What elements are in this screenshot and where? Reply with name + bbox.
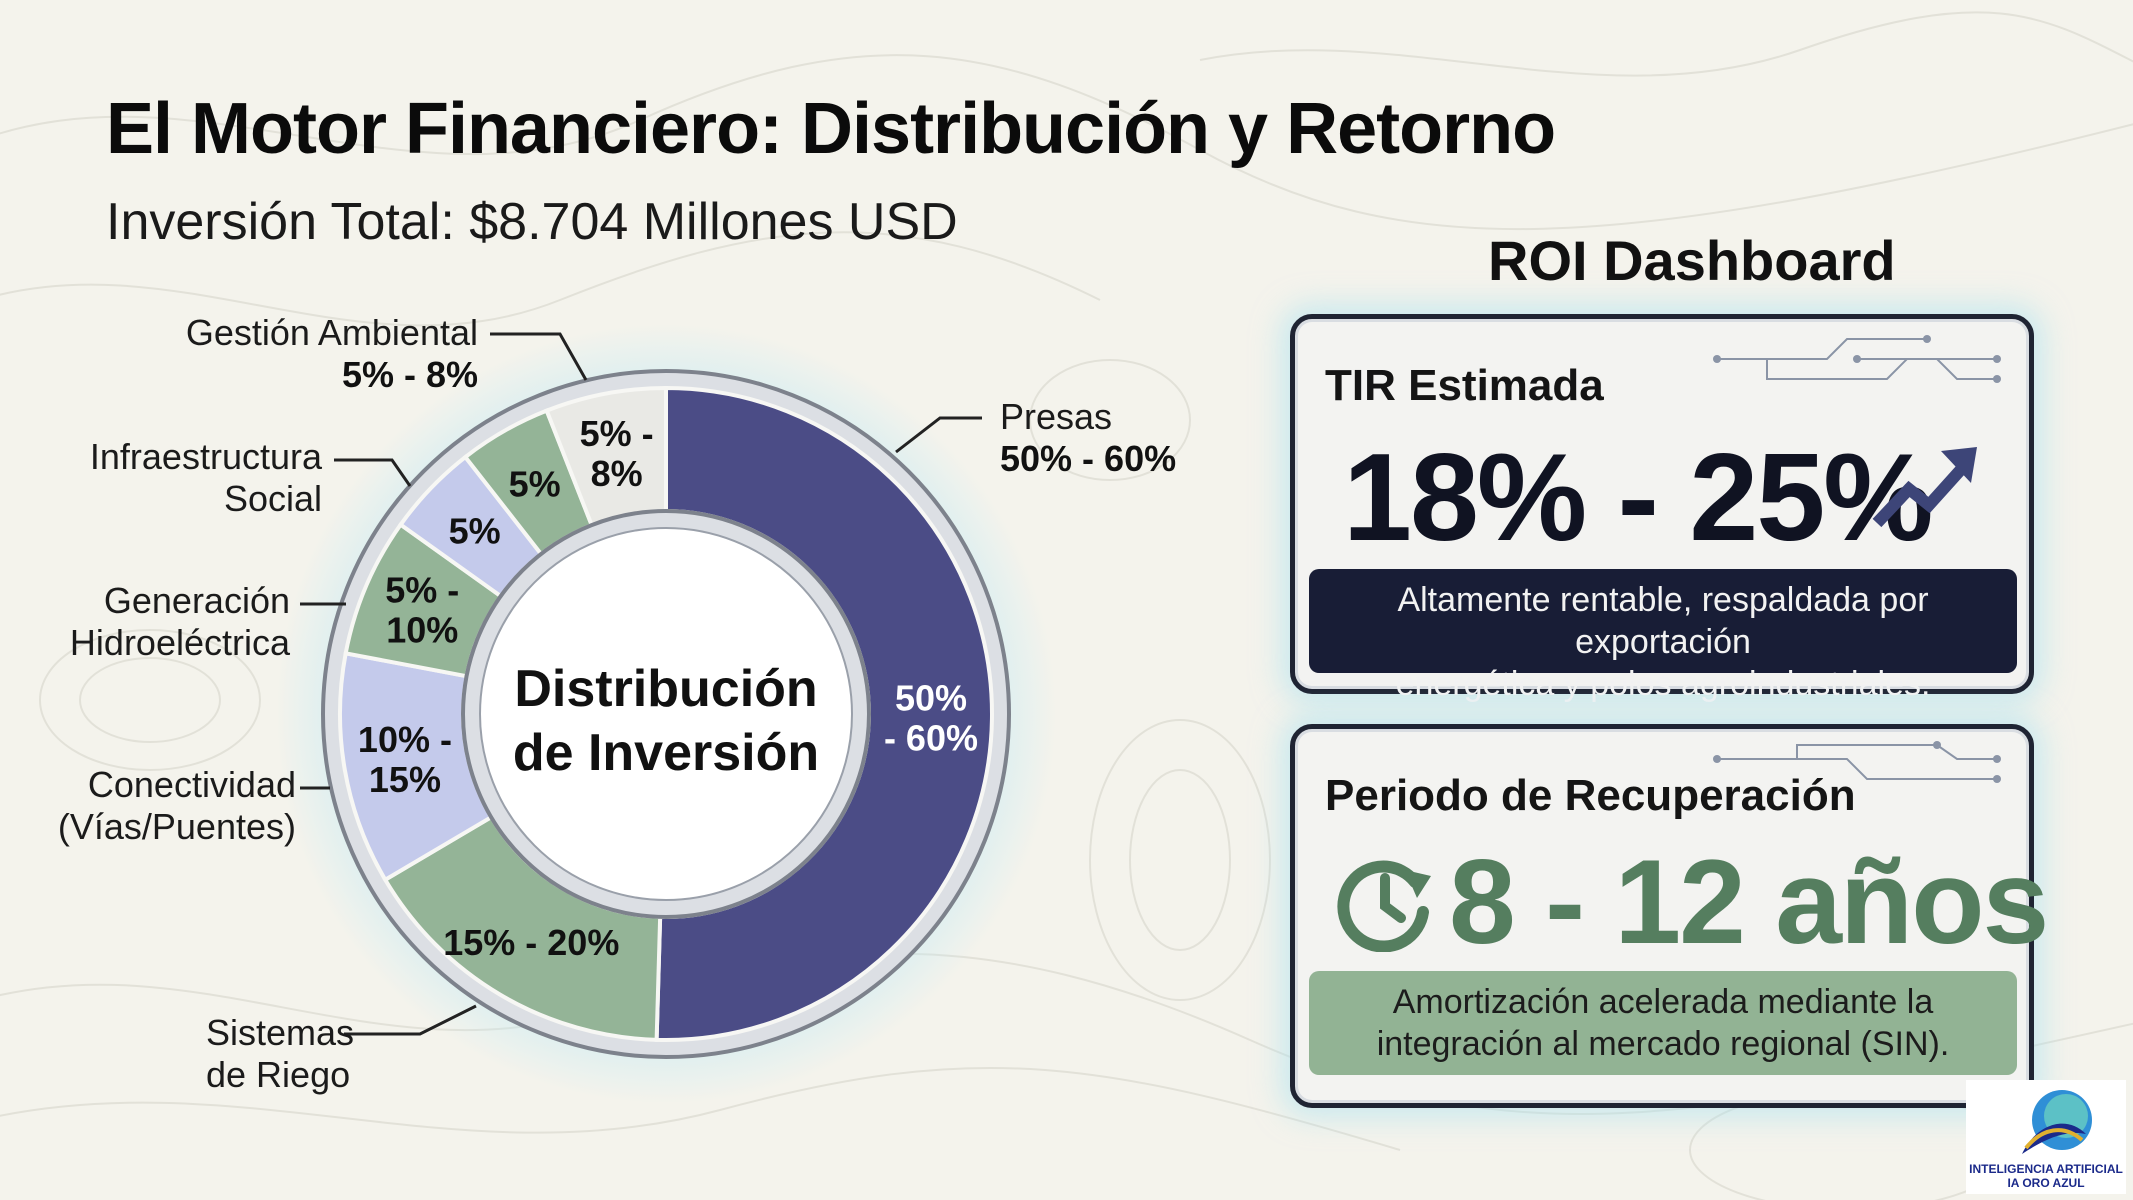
slice-label-1: 15% - 20% [443, 922, 619, 963]
payback-note-line-2: integración al mercado regional (SIN). [1376, 1025, 1950, 1063]
slice-label-2-line-0: 10% - [358, 719, 452, 760]
slice-label-6-line-0: 5% - [580, 413, 654, 454]
circuit-decoration-icon [1713, 741, 2001, 783]
slice-label-5-line-0: 5% [509, 463, 561, 504]
circuit-decoration-icon [1713, 335, 2001, 383]
slice-label-1-line-0: 15% - 20% [443, 922, 619, 963]
callout-presas: Presas 50% - 60% [1000, 396, 1176, 480]
callout-generacion-line-2: Hidroeléctrica [69, 622, 290, 663]
page-title: El Motor Financiero: Distribución y Reto… [106, 89, 1556, 169]
callout-sistemas-de-riego: Sistemas de Riego [206, 1012, 354, 1096]
center-label-line-2: de Inversión [513, 724, 819, 782]
callout-infra-line-1: Infraestructura [89, 436, 322, 477]
callout-conectividad: Conectividad (Vías/Puentes) [58, 764, 296, 848]
callout-riego-line-2: de Riego [206, 1054, 351, 1095]
tir-note-line-2: energética y polos agroindustriales. [1395, 665, 1931, 703]
payback-heading: Periodo de Recuperación [1325, 771, 1856, 820]
slice-label-0-line-0: 50% [895, 677, 967, 718]
callout-lines [300, 332, 982, 1036]
slice-label-0-line-1: - 60% [884, 717, 978, 758]
payback-value-row: 8 - 12 años [1335, 835, 2049, 969]
slice-label-3-line-1: 10% [386, 610, 458, 651]
page-subtitle: Inversión Total: $8.704 Millones USD [106, 193, 958, 251]
callout-conectividad-line-1: Conectividad [87, 764, 296, 805]
callout-gestion-ambiental: Gestión Ambiental 5% - 8% [186, 312, 478, 396]
tir-note-line-1: Altamente rentable, respaldada por expor… [1397, 581, 1929, 661]
logo-swirl-icon [2022, 1090, 2092, 1154]
slice-label-4: 5% [449, 510, 501, 551]
clock-icon [1337, 860, 1431, 952]
tir-heading: TIR Estimada [1325, 361, 1604, 410]
roi-dashboard-title: ROI Dashboard [1488, 229, 1896, 292]
ia-oro-azul-logo: INTELIGENCIA ARTIFICIAL IA ORO AZUL [1966, 1080, 2126, 1194]
slice-label-0: 50% - 60% [884, 677, 978, 758]
slice-label-3: 5% -10% [385, 570, 459, 651]
callout-riego-line-1: Sistemas [206, 1012, 355, 1053]
payback-note-line-1: Amortización acelerada mediante la [1392, 983, 1934, 1021]
slice-label-5: 5% [509, 463, 561, 504]
tir-value: 18% - 25% [1343, 429, 1934, 567]
logo-text-line-1: INTELIGENCIA ARTIFICIAL [1969, 1162, 2123, 1176]
callout-presas-value: 50% - 60% [1000, 438, 1177, 479]
callout-line-presas [895, 416, 982, 454]
callout-line-sistemas-de-riego [344, 1004, 477, 1036]
center-label-line-1: Distribución [514, 660, 817, 718]
trend-up-arrow-icon [1872, 447, 1977, 528]
callout-infraestructura-social: Infraestructura Social [90, 436, 322, 520]
slice-label-2-line-1: 15% [369, 759, 441, 800]
slice-label-6: 5% -8% [580, 413, 654, 494]
slice-label-6-line-1: 8% [591, 453, 643, 494]
tir-note: Altamente rentable, respaldada por expor… [1309, 569, 2017, 703]
callout-line-gestion-ambiental [490, 332, 588, 381]
payback-note: Amortización acelerada mediante la integ… [1309, 971, 2017, 1075]
callout-presas-name: Presas [1000, 396, 1113, 437]
logo-text-line-2: IA ORO AZUL [2007, 1176, 2085, 1190]
callout-line-infraestructura-social [334, 458, 412, 487]
callout-generacion-line-1: Generación [103, 580, 290, 621]
callout-generacion-hidroelectrica: Generación Hidroeléctrica [70, 580, 290, 664]
donut-hole [479, 527, 853, 901]
callout-conectividad-line-2: (Vías/Puentes) [57, 806, 296, 847]
slice-label-2: 10% -15% [358, 719, 452, 800]
callout-gestion-value: 5% - 8% [341, 354, 478, 395]
slice-label-3-line-0: 5% - [385, 570, 459, 611]
payback-value: 8 - 12 años [1449, 835, 2049, 969]
tir-card: TIR Estimada 18% - 25% Altamente rentabl… [1290, 314, 2034, 703]
callout-gestion-name: Gestión Ambiental [185, 312, 478, 353]
callout-infra-line-2: Social [223, 478, 322, 519]
payback-card: Periodo de Recuperación 8 - 12 años Amor… [1290, 724, 2049, 1108]
slice-label-4-line-0: 5% [449, 510, 501, 551]
